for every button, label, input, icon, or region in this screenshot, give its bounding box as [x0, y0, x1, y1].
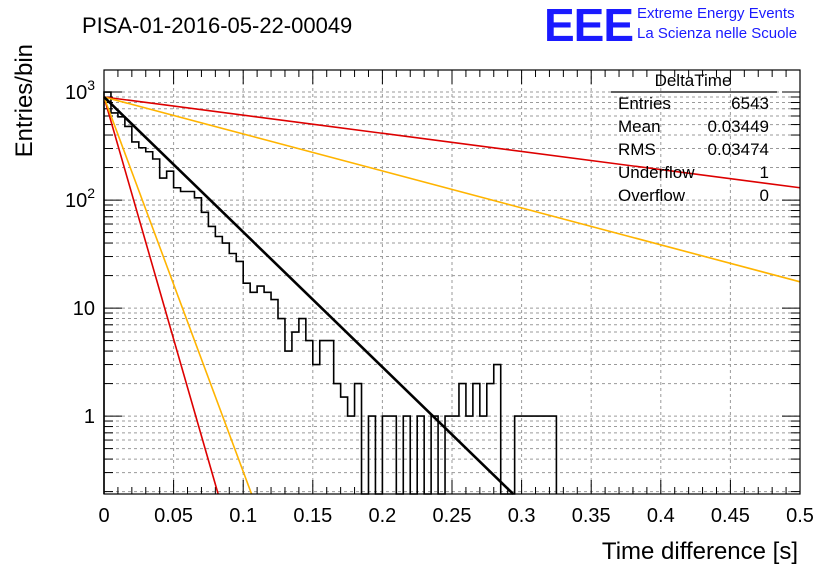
- eee-logo: EEE Extreme Energy Events La Scienza nel…: [544, 0, 797, 51]
- x-tick-label: 0.05: [154, 505, 193, 527]
- stats-rows: Entries 6543 Mean 0.03449 RMS 0.03474 Underflo…: [618, 94, 769, 205]
- stats-row-value: 6543: [731, 94, 769, 113]
- stats-row-label: RMS: [618, 140, 656, 159]
- x-tick-label: 0.4: [647, 505, 675, 527]
- x-tick-label: 0.3: [508, 505, 536, 527]
- stats-box: DeltaTime Entries 6543 Mean 0.03449 RMS 0.034…: [611, 71, 777, 205]
- plot-area: [103, 69, 801, 495]
- stats-row-value: 1: [760, 163, 769, 182]
- y-tick-labels: 1 10 102 103: [65, 77, 95, 428]
- red-band-upper-line: [103, 96, 801, 189]
- x-tick-label: 0.25: [433, 505, 472, 527]
- x-tick-label: 0.45: [711, 505, 750, 527]
- orange-band-upper-line: [103, 96, 801, 283]
- x-tick-label: 0.5: [786, 505, 814, 527]
- eee-logo-line2: La Scienza nelle Scuole: [637, 25, 797, 42]
- stats-row-label: Overflow: [618, 186, 686, 205]
- x-tick-label: 0.15: [293, 505, 332, 527]
- y-tick-label: 103: [65, 77, 95, 104]
- stats-row-value: 0.03474: [708, 140, 769, 159]
- x-tick-label: 0.35: [572, 505, 611, 527]
- x-tick-label: 0.2: [368, 505, 396, 527]
- histogram-outline: [103, 91, 558, 495]
- y-axis-label: Entries/bin: [11, 44, 38, 157]
- stats-box-name: DeltaTime: [655, 71, 732, 90]
- red-band-lower-line: [103, 96, 219, 495]
- y-tick-label: 10: [73, 298, 95, 320]
- y-tick-label: 102: [65, 185, 95, 212]
- histogram: [103, 91, 558, 495]
- fit-lines: [103, 96, 801, 495]
- eee-logo-text: EEE: [544, 0, 633, 51]
- plot-frame: [103, 69, 801, 495]
- stats-row-label: Underflow: [618, 163, 695, 182]
- grid: [104, 70, 800, 494]
- stats-row-label: Entries: [618, 94, 671, 113]
- stats-row-value: 0: [760, 186, 769, 205]
- stats-row-label: Mean: [618, 117, 661, 136]
- y-tick-label: 1: [84, 406, 95, 428]
- x-axis-label: Time difference [s]: [602, 538, 798, 565]
- orange-band-lower-line: [103, 96, 253, 495]
- x-tick-label: 0: [98, 505, 109, 527]
- x-tick-label: 0.1: [229, 505, 257, 527]
- chart-title: PISA-01-2016-05-22-00049: [82, 13, 352, 38]
- eee-logo-line1: Extreme Energy Events: [637, 5, 795, 22]
- stats-row-value: 0.03449: [708, 117, 769, 136]
- fit-line: [103, 96, 515, 495]
- x-tick-labels: 0 0.05 0.1 0.15 0.2 0.25 0.3 0.35 0.4 0.45 0.5: [98, 505, 813, 527]
